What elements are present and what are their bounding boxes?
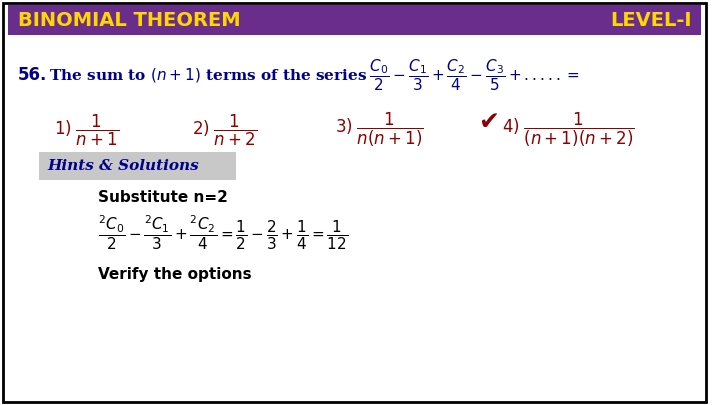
Text: $\dfrac{^2C_0}{2} - \dfrac{^2C_1}{3} + \dfrac{^2C_2}{4} = \dfrac{1}{2} - \dfrac{: $\dfrac{^2C_0}{2} - \dfrac{^2C_1}{3} + \… [99, 214, 348, 252]
FancyBboxPatch shape [8, 5, 701, 35]
Text: $4)\;\dfrac{1}{(n+1)(n+2)}$: $4)\;\dfrac{1}{(n+1)(n+2)}$ [503, 111, 635, 149]
Text: $3)\;\dfrac{1}{n(n+1)}$: $3)\;\dfrac{1}{n(n+1)}$ [335, 111, 423, 149]
Text: $2)\;\dfrac{1}{n+2}$: $2)\;\dfrac{1}{n+2}$ [192, 113, 257, 147]
FancyBboxPatch shape [40, 152, 236, 180]
Text: ✔: ✔ [477, 110, 499, 134]
Text: The sum to $(n+1)$ terms of the series$\;\dfrac{C_0}{2} - \dfrac{C_1}{3} + \dfra: The sum to $(n+1)$ terms of the series$\… [49, 57, 580, 93]
Text: LEVEL-I: LEVEL-I [610, 11, 691, 30]
Text: 56.: 56. [18, 66, 47, 84]
FancyBboxPatch shape [3, 3, 706, 402]
Text: $1)\;\dfrac{1}{n+1}$: $1)\;\dfrac{1}{n+1}$ [54, 113, 120, 147]
Text: Hints & Solutions: Hints & Solutions [48, 159, 199, 173]
Text: Substitute n=2: Substitute n=2 [99, 190, 228, 205]
Text: Verify the options: Verify the options [99, 267, 252, 283]
Text: BINOMIAL THEOREM: BINOMIAL THEOREM [18, 11, 240, 30]
